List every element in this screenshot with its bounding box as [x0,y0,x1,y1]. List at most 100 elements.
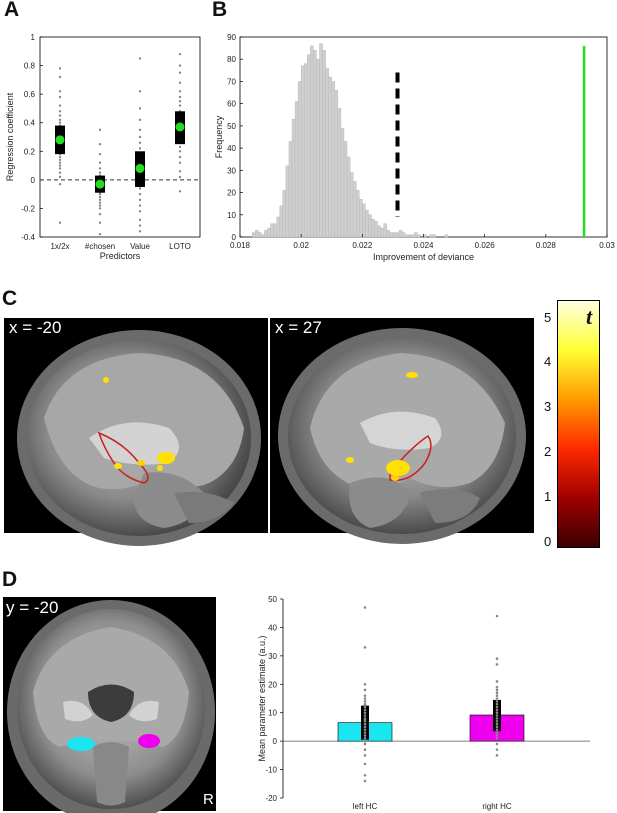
y-axis-label: Regression coefficient [5,92,15,181]
data-point [138,210,142,213]
data-point [178,90,182,93]
colorbar-tick: 1 [544,489,552,504]
y-tick-label: 0.2 [24,147,36,156]
data-point [363,606,367,609]
y-tick-label: 50 [268,595,277,604]
data-point [138,230,142,233]
data-point [495,734,499,737]
activation-cluster [346,457,354,463]
colorbar-title: t [586,304,593,329]
x-tick-label: 0.026 [475,241,496,250]
x-tick-label: Value [130,242,150,251]
x-tick-label: 0.03 [599,241,615,250]
colorbar-tick: 5 [544,310,552,325]
data-point [363,682,367,686]
data-point [58,167,62,170]
data-point [98,161,102,164]
coronal-slice [3,597,216,813]
data-point [98,195,102,199]
data-point [98,142,102,146]
panel-letter-b: B [212,0,228,21]
activation-cluster [114,463,122,469]
data-point [495,711,499,715]
data-point [138,135,142,139]
data-point [138,192,142,196]
data-point [495,694,499,697]
hemisphere-marker: R [203,791,214,808]
data-point [363,711,367,715]
activation-cluster [386,460,410,476]
x-tick-label: right HC [482,802,512,811]
data-point [363,739,367,743]
y-tick-label: 1 [31,33,36,42]
data-point [363,708,367,712]
data-point [138,204,142,207]
histogram-bar [432,234,436,238]
activation-cluster [391,475,399,481]
activation-cluster [157,465,163,471]
colorbar-tick: 2 [544,444,552,459]
data-point [58,121,62,124]
data-point [178,145,182,149]
data-point [178,190,182,193]
y-tick-label: 0 [273,737,278,746]
y-tick-label: 10 [227,211,236,220]
y-tick-label: 0 [31,176,36,185]
data-point [58,155,62,159]
data-point [495,717,499,720]
data-point [495,685,499,689]
y-tick-label: -20 [265,794,277,803]
slice-coordinate-coronal: y = -20 [6,598,59,617]
data-point [138,107,142,110]
data-point [178,95,182,99]
data-point [58,221,62,224]
y-tick-label: 40 [227,144,236,153]
data-point [363,694,367,697]
sagittal-slice-right [270,318,534,544]
y-tick-label: 40 [268,623,277,632]
y-tick-label: 80 [227,55,236,64]
data-point [495,708,499,712]
mean-marker [95,179,105,189]
panel-letter-a: A [4,0,20,21]
mean-marker [135,163,145,173]
data-point [495,705,499,709]
data-point [495,691,499,695]
data-point [495,728,499,732]
data-point [58,182,62,186]
activation-cluster [137,460,145,466]
data-point [363,697,367,700]
data-point [58,171,62,174]
y-tick-label: 60 [227,100,236,109]
data-point [495,731,499,734]
data-point [138,147,142,150]
data-point [495,657,499,660]
data-point [178,64,182,67]
data-point [363,702,367,706]
data-point [138,118,142,122]
data-point [363,705,367,709]
data-point [363,714,367,717]
y-tick-label: 20 [227,189,236,198]
y-tick-label: 0 [232,233,237,242]
data-point [495,754,499,757]
y-tick-label: -10 [265,766,277,775]
y-tick-label: 90 [227,33,236,42]
data-point [363,737,367,740]
y-tick-label: -0.2 [21,204,35,213]
data-point [178,170,182,173]
y-axis-label: Mean parameter estimate (a.u.) [257,635,267,761]
data-point [363,731,367,734]
data-point [363,773,367,777]
data-point [495,742,499,746]
data-point [495,697,499,700]
data-point [178,175,182,179]
data-point [58,75,62,79]
data-point [495,688,499,692]
data-point [138,218,142,222]
y-tick-label: 0.4 [24,119,36,128]
histogram-bar [444,234,449,238]
data-point [138,187,142,190]
x-tick-label: 0.022 [352,241,373,250]
data-point [58,118,62,122]
